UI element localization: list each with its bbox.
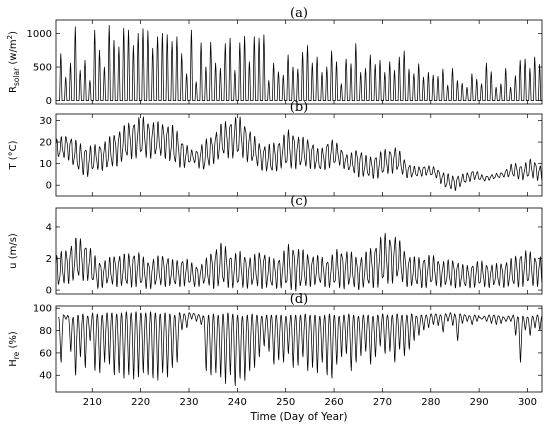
y-tick-label: 40 [39, 371, 52, 382]
y-tick-label: 2 [46, 254, 52, 265]
axes-frame [55, 305, 543, 393]
series-line [55, 116, 543, 191]
y-tick-label: 10 [39, 159, 52, 170]
panel-label: (b) [290, 100, 308, 115]
axes-frame [55, 113, 543, 197]
x-tick-label: 210 [83, 397, 102, 408]
x-tick-label: 230 [179, 397, 198, 408]
series-line [55, 232, 543, 292]
y-axis-label: u (m/s) [8, 233, 19, 269]
x-tick-label: 290 [470, 397, 489, 408]
x-tick-label: 220 [131, 397, 150, 408]
x-tick-label: 300 [518, 397, 537, 408]
panel-3: 0 2 4 (c) u (m/s) [8, 194, 543, 297]
x-tick-label: 280 [421, 397, 440, 408]
y-tick-label: 0 [46, 286, 52, 297]
axes-frame [55, 19, 543, 105]
y-tick-label: 1000 [27, 29, 52, 40]
y-axis-label: Hre (%) [8, 331, 21, 367]
y-tick-label: 4 [46, 222, 52, 233]
panel-label: (a) [290, 6, 308, 21]
x-tick-label: 260 [325, 397, 344, 408]
y-tick-label: 100 [33, 304, 52, 315]
series-line [58, 25, 542, 101]
y-axis-label: Rsolar (w/m2) [6, 31, 21, 93]
panel-2: 0 10 20 30 (b) T (°C) [8, 100, 543, 197]
y-tick-label: 60 [39, 348, 52, 359]
x-axis-label: Time (Day of Year) [250, 411, 348, 423]
y-tick-label: 0 [46, 181, 52, 192]
y-tick-label: 80 [39, 326, 52, 337]
panel-4: 40 60 80 100 210 220 230 240 250 260 270 280 290 300 (… [8, 292, 543, 423]
x-tick-label: 270 [373, 397, 392, 408]
y-tick-label: 500 [33, 63, 52, 74]
y-tick-label: 20 [39, 138, 52, 149]
panel-label: (c) [290, 194, 307, 209]
x-tick-label: 250 [276, 397, 295, 408]
series-line [58, 311, 543, 387]
y-tick-label: 30 [39, 116, 52, 127]
panel-1: 0 500 1000 (a) Rsolar (w/m2) [6, 6, 543, 107]
y-axis-label: T (°C) [8, 140, 19, 170]
x-tick-label: 240 [228, 397, 247, 408]
y-tick-label: 0 [46, 96, 52, 107]
axes-frame [55, 207, 543, 295]
panel-label: (d) [290, 292, 308, 307]
